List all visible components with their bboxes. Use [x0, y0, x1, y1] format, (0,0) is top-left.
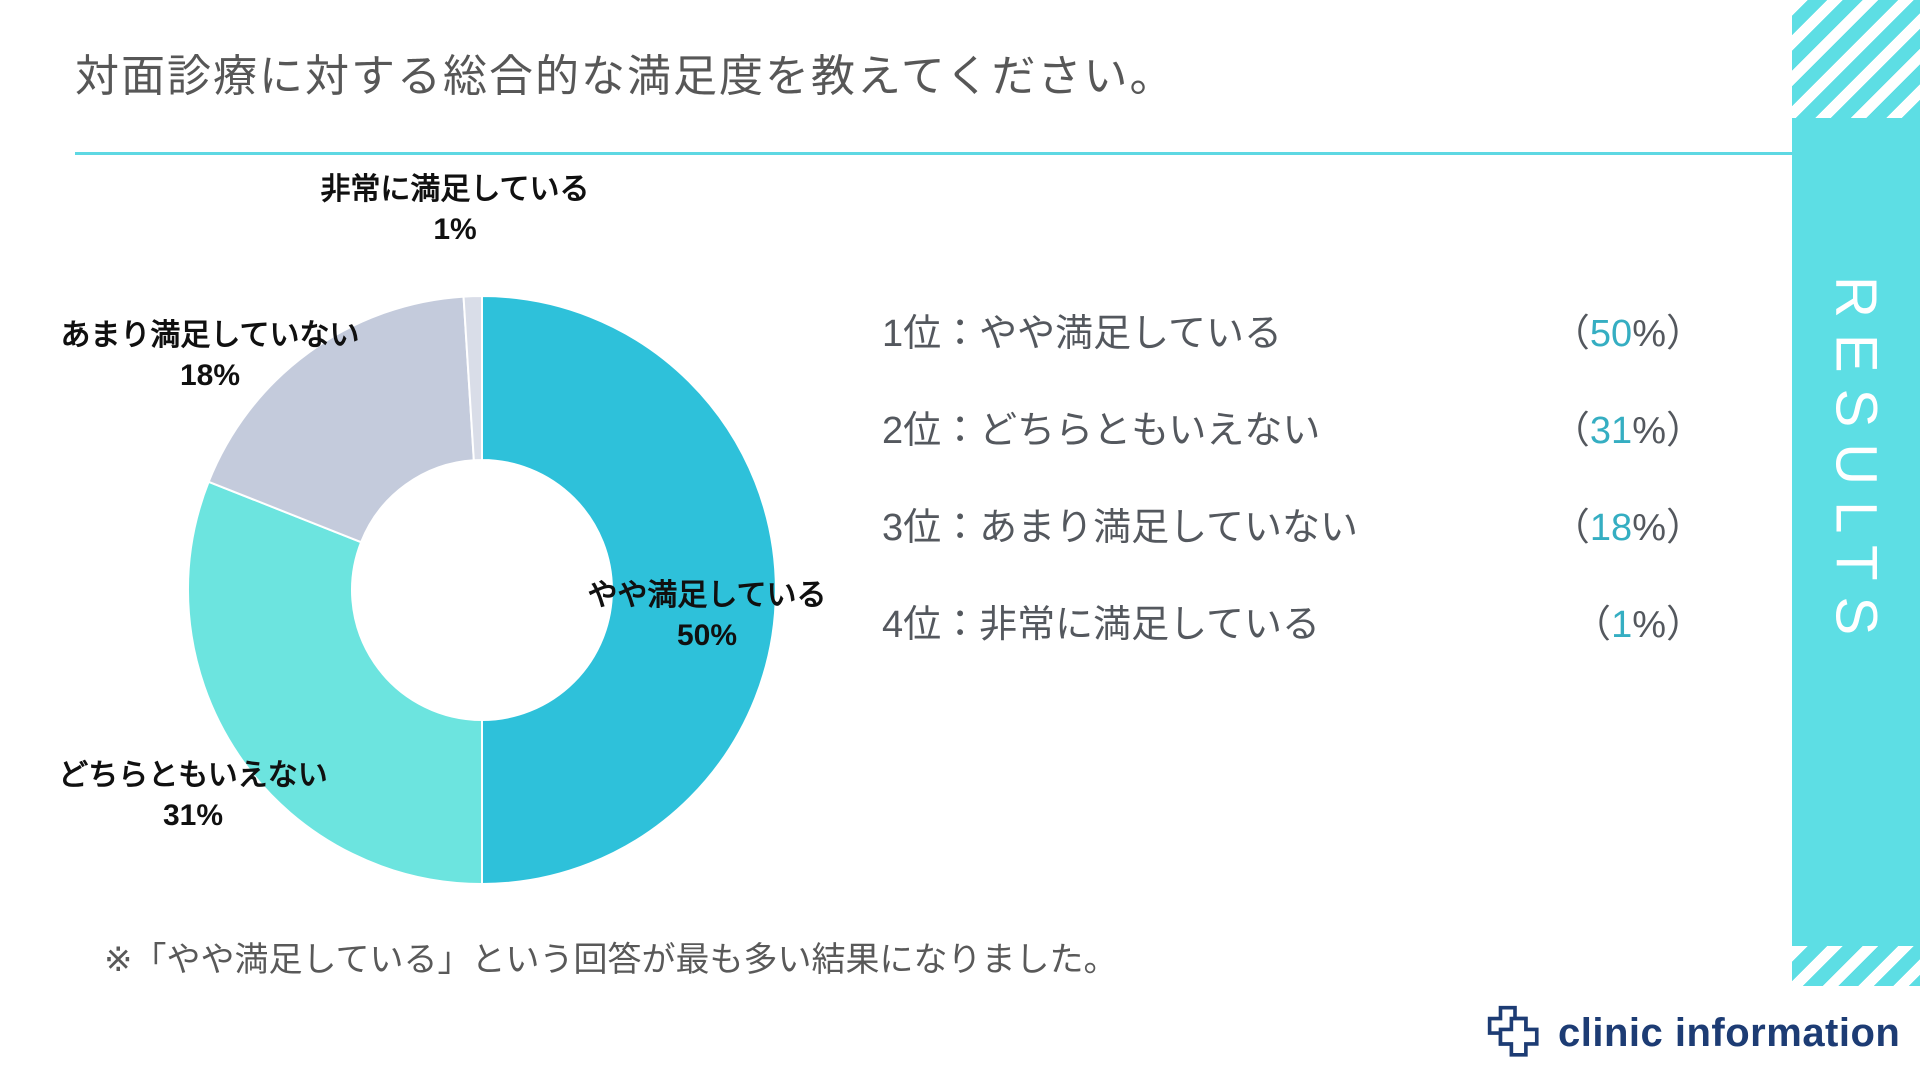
rank-percent: 31 — [1589, 410, 1633, 452]
chart-label-pct: 1% — [433, 212, 477, 246]
paren-close: %） — [1632, 410, 1704, 452]
ranking-item-2: 2位：どちらともいえない （31%） — [882, 407, 1704, 455]
title-divider — [75, 152, 1792, 155]
diagonal-stripes-bottom-decoration — [1792, 946, 1920, 988]
rank-percent: 1 — [1611, 604, 1633, 646]
donut-segment-やや満足している — [481, 294, 777, 886]
chart-label-pct: 31% — [162, 798, 224, 832]
results-vertical-label: RESULTS — [1823, 276, 1889, 652]
ranking-item-1: 1位：やや満足している （50%） — [882, 310, 1704, 358]
chart-label-text: 非常に満足している — [320, 173, 590, 206]
clinic-cross-icon — [1487, 1005, 1539, 1057]
chart-label-somewhat-satisfied: やや満足している 50% — [507, 576, 907, 655]
ranking-item-value: （18%） — [1552, 504, 1704, 552]
clinic-information-logo: clinic information — [1470, 986, 1920, 1080]
chart-label-pct: 50% — [676, 618, 738, 652]
ranking-item-4: 4位：非常に満足している （1%） — [882, 601, 1704, 649]
donut-segment-どちらともいえない — [187, 480, 483, 886]
ranking-item-label: 3位：あまり満足していない — [882, 507, 1358, 549]
diagonal-stripes-top-decoration — [1792, 0, 1920, 118]
ranking-item-value: （31%） — [1552, 407, 1704, 455]
logo-text: clinic information — [1558, 1010, 1901, 1055]
footnote: ※「やや満足している」という回答が最も多い結果になりました。 — [104, 941, 1118, 979]
paren-close: %） — [1632, 507, 1704, 549]
ranking-item-3: 3位：あまり満足していない （18%） — [882, 504, 1704, 552]
chart-label-very-satisfied: 非常に満足している 1% — [255, 170, 655, 249]
rank-percent: 50 — [1589, 313, 1633, 355]
chart-label-pct: 18% — [179, 358, 241, 392]
rank-percent: 18 — [1589, 507, 1633, 549]
paren-open: （ — [1551, 313, 1590, 355]
chart-label-text: どちらともいえない — [58, 759, 328, 792]
paren-close: %） — [1632, 604, 1704, 646]
page-title: 対面診療に対する総合的な満足度を教えてください。 — [75, 52, 1176, 101]
donut-segment-非常に満足している — [462, 294, 483, 462]
ranking-item-label: 2位：どちらともいえない — [882, 410, 1321, 452]
ranking-item-value: （1%） — [1573, 601, 1704, 649]
ranking-list: 1位：やや満足している （50%） 2位：どちらともいえない （31%） 3位：… — [882, 310, 1704, 698]
chart-label-text: あまり満足していない — [60, 319, 360, 352]
paren-open: （ — [1573, 604, 1612, 646]
donut-segment-あまり満足していない — [207, 295, 475, 544]
ranking-item-label: 1位：やや満足している — [882, 313, 1282, 355]
chart-label-neutral: どちらともいえない 31% — [0, 756, 386, 835]
paren-close: %） — [1632, 313, 1704, 355]
paren-open: （ — [1551, 410, 1590, 452]
chart-label-not-very-satisfied: あまり満足していない 18% — [0, 316, 420, 395]
ranking-item-value: （50%） — [1552, 310, 1704, 358]
chart-label-text: やや満足している — [587, 579, 827, 612]
results-sidebar: RESULTS — [1792, 0, 1920, 1080]
paren-open: （ — [1551, 507, 1590, 549]
donut-chart — [187, 294, 777, 886]
ranking-item-label: 4位：非常に満足している — [882, 604, 1320, 646]
